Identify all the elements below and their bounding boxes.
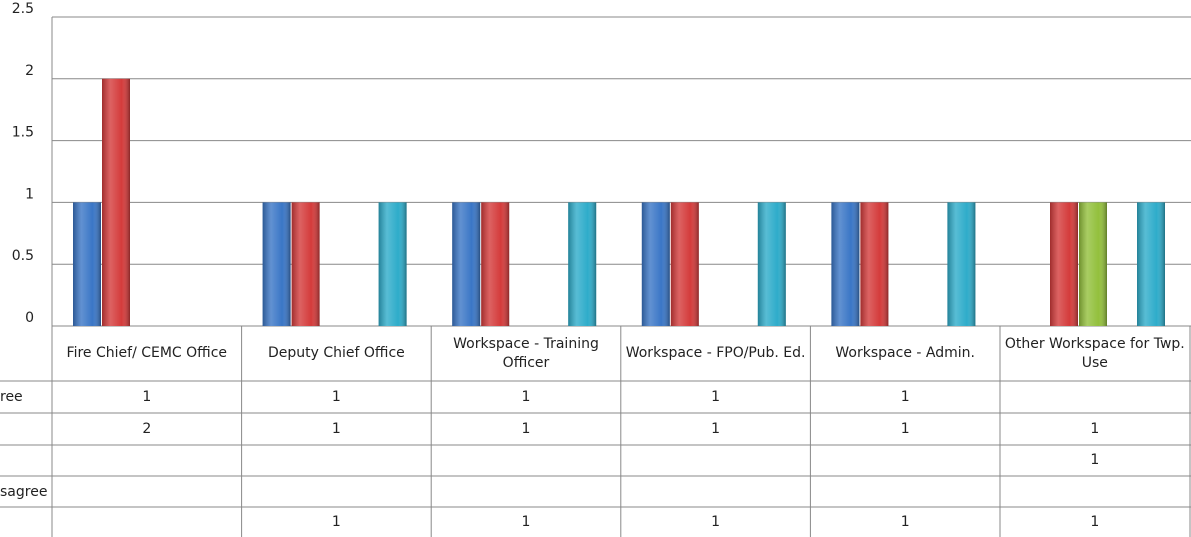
bar-shade: [291, 202, 320, 326]
table-value: 1: [711, 514, 721, 530]
y-tick-label: 2: [25, 63, 34, 79]
legend-label: sagree: [0, 483, 48, 500]
bar-shade: [73, 202, 101, 326]
bar-shade: [1050, 202, 1078, 326]
y-tick-label: 0: [25, 310, 34, 326]
bar-shade: [102, 78, 130, 326]
bar-shade: [947, 202, 976, 326]
table-value: 1: [331, 514, 341, 530]
table-value: 1: [521, 420, 531, 437]
table-value: 1: [331, 420, 341, 437]
table-value: 1: [331, 388, 341, 405]
bar-shade: [670, 202, 699, 326]
bar-shade: [378, 202, 407, 326]
table-value: 2: [142, 420, 152, 437]
bar-shade: [568, 202, 597, 326]
y-tick-label: 1: [25, 186, 34, 202]
table-value: 1: [142, 388, 152, 405]
y-tick-label: 0.5: [12, 248, 34, 264]
bar-shade: [452, 202, 481, 326]
bar-shade: [860, 202, 889, 326]
table-value: 1: [900, 420, 910, 437]
table-value: 1: [1090, 452, 1100, 468]
table-value: 1: [711, 420, 721, 437]
bar-shade: [641, 202, 670, 326]
x-tick-label: Workspace - FPO/Pub. Ed.: [625, 345, 806, 361]
bar-shade: [757, 202, 786, 326]
table-value: 1: [521, 514, 531, 530]
x-tick-label: Other Workspace for Twp. Use: [1004, 335, 1185, 371]
x-tick-label: Workspace - Training Officer: [453, 335, 599, 371]
table-value: 1: [900, 514, 910, 530]
legend-label: ree: [0, 389, 23, 405]
bar-shade: [262, 202, 291, 326]
y-tick-label: 2.5: [12, 1, 34, 17]
table-value: 1: [711, 388, 721, 405]
bar-shade: [831, 202, 860, 326]
x-tick-label: Workspace - Admin.: [835, 345, 975, 361]
bar-shade: [1137, 202, 1165, 326]
table-value: 1: [900, 388, 910, 405]
table-value: 1: [521, 388, 531, 405]
bar-shade: [481, 202, 510, 326]
table-value: 1: [1090, 514, 1100, 530]
x-tick-label: Fire Chief/ CEMC Office: [66, 345, 228, 361]
table-value: 1: [1090, 420, 1100, 437]
bar-shade: [1079, 202, 1107, 326]
x-tick-label: Deputy Chief Office: [268, 345, 405, 361]
y-tick-label: 1.5: [12, 125, 34, 141]
